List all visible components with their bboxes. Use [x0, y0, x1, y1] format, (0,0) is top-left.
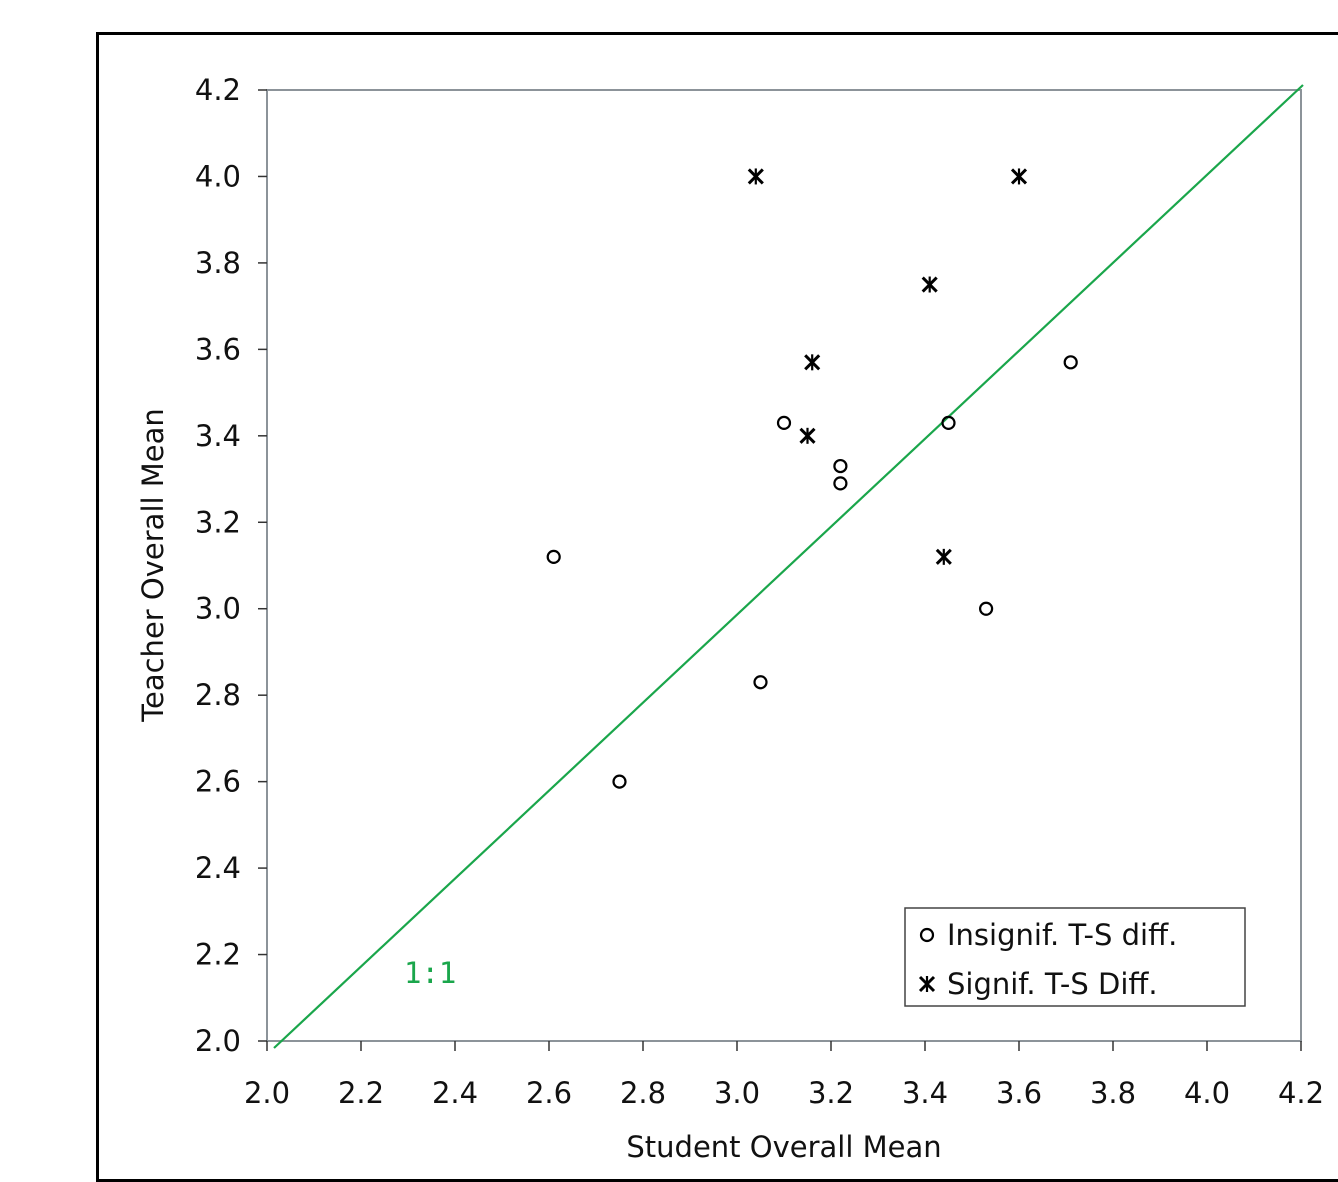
y-tick-label: 3.2 [195, 505, 241, 539]
x-tick-label: 4.0 [1184, 1076, 1230, 1110]
y-tick-label: 3.8 [195, 246, 241, 280]
data-point-insignificant [776, 415, 792, 430]
data-points [546, 168, 1078, 789]
y-tick-label: 4.2 [195, 73, 241, 107]
y-tick-label: 2.8 [195, 678, 241, 712]
data-point-insignificant [546, 549, 561, 564]
x-axis-title: Student Overall Mean [626, 1130, 941, 1164]
one-to-one-line [273, 84, 1304, 1049]
legend-circle-marker [919, 927, 935, 943]
x-tick-label: 3.2 [808, 1076, 854, 1110]
data-point-insignificant [833, 458, 848, 474]
x-tick-label: 3.0 [714, 1076, 760, 1110]
y-tick-label: 2.4 [195, 851, 241, 885]
y-tick-label: 4.0 [195, 159, 241, 193]
legend-label-insignificant: Insignif. T-S diff. [947, 918, 1177, 952]
x-tick-label: 2.8 [620, 1076, 666, 1110]
data-point-insignificant [753, 675, 768, 690]
legend-label-significant: Signif. T-S Diff. [947, 967, 1158, 1001]
x-tick-label: 2.4 [432, 1076, 478, 1110]
x-tick-label: 3.6 [996, 1076, 1042, 1110]
x-tick-label: 2.0 [244, 1076, 290, 1110]
data-point-insignificant [833, 476, 848, 491]
data-point-significant [1010, 168, 1028, 185]
data-point-insignificant [612, 774, 627, 789]
legend-asterisk-symbol [918, 975, 936, 993]
data-point-insignificant [1063, 355, 1078, 370]
one-to-one-label: 1:1 [404, 956, 456, 990]
y-tick-label: 2.6 [195, 765, 241, 799]
y-tick-label: 3.0 [195, 592, 241, 626]
y-tick-label: 2.0 [195, 1024, 241, 1058]
data-point-insignificant [978, 601, 994, 616]
legend-box [904, 907, 1246, 1007]
data-point-significant [799, 427, 816, 444]
x-tick-label: 2.2 [338, 1076, 384, 1110]
y-axis: 2.0 2.2 2.4 2.6 2.8 3.0 3.2 3.4 3.6 3.8 4.0 4.2 [195, 73, 267, 1058]
x-tick-label: 3.8 [1090, 1076, 1136, 1110]
x-tick-label: 4.2 [1278, 1076, 1324, 1110]
x-tick-label: 3.4 [902, 1076, 948, 1110]
legend: Insignif. T-S diff. Signif. T-S Diff. [904, 907, 1246, 1007]
data-point-significant [921, 276, 938, 293]
legend-asterisk-marker [918, 975, 936, 993]
data-point-significant [935, 548, 952, 565]
x-axis: 2.0 2.2 2.4 2.6 2.8 3.0 3.2 3.4 3.6 3.8 4.0 4.2 [244, 1041, 1324, 1110]
y-axis-title: Teacher Overall Mean [136, 408, 170, 723]
data-point-significant [804, 354, 821, 371]
y-tick-label: 3.6 [195, 332, 241, 366]
data-point-insignificant [941, 415, 956, 430]
data-point-significant [747, 168, 764, 185]
x-tick-label: 2.6 [526, 1076, 572, 1110]
plot-area [266, 89, 1302, 1042]
legend-circle-symbol [919, 927, 935, 943]
y-tick-label: 3.4 [195, 419, 241, 453]
y-tick-label: 2.2 [195, 938, 241, 972]
